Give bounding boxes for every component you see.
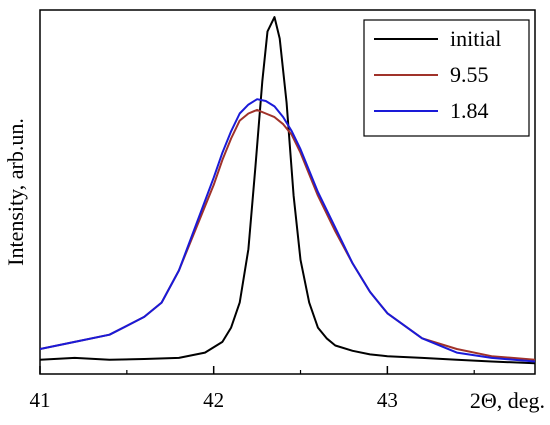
series-line-0 xyxy=(40,16,535,365)
legend-label-2: 1.84 xyxy=(450,98,489,123)
legend-label-1: 9.55 xyxy=(450,62,489,87)
series-line-1 xyxy=(40,108,535,361)
x-ticks: 41 42 43 xyxy=(30,366,475,412)
legend-box xyxy=(363,19,530,137)
x-tick-label-2: 43 xyxy=(377,388,398,412)
legend-label-0: initial xyxy=(450,26,501,51)
plot-frame xyxy=(39,9,536,375)
x-tick-label-0: 41 xyxy=(30,388,51,412)
legend: initial 9.55 1.84 xyxy=(363,19,530,137)
series-layer xyxy=(40,16,535,365)
x-tick-label-1: 42 xyxy=(203,388,224,412)
y-axis-label: Intensity, arb.un. xyxy=(3,118,28,266)
x-axis-label: 2Θ, deg. xyxy=(470,388,545,413)
series-line-2 xyxy=(40,98,535,363)
